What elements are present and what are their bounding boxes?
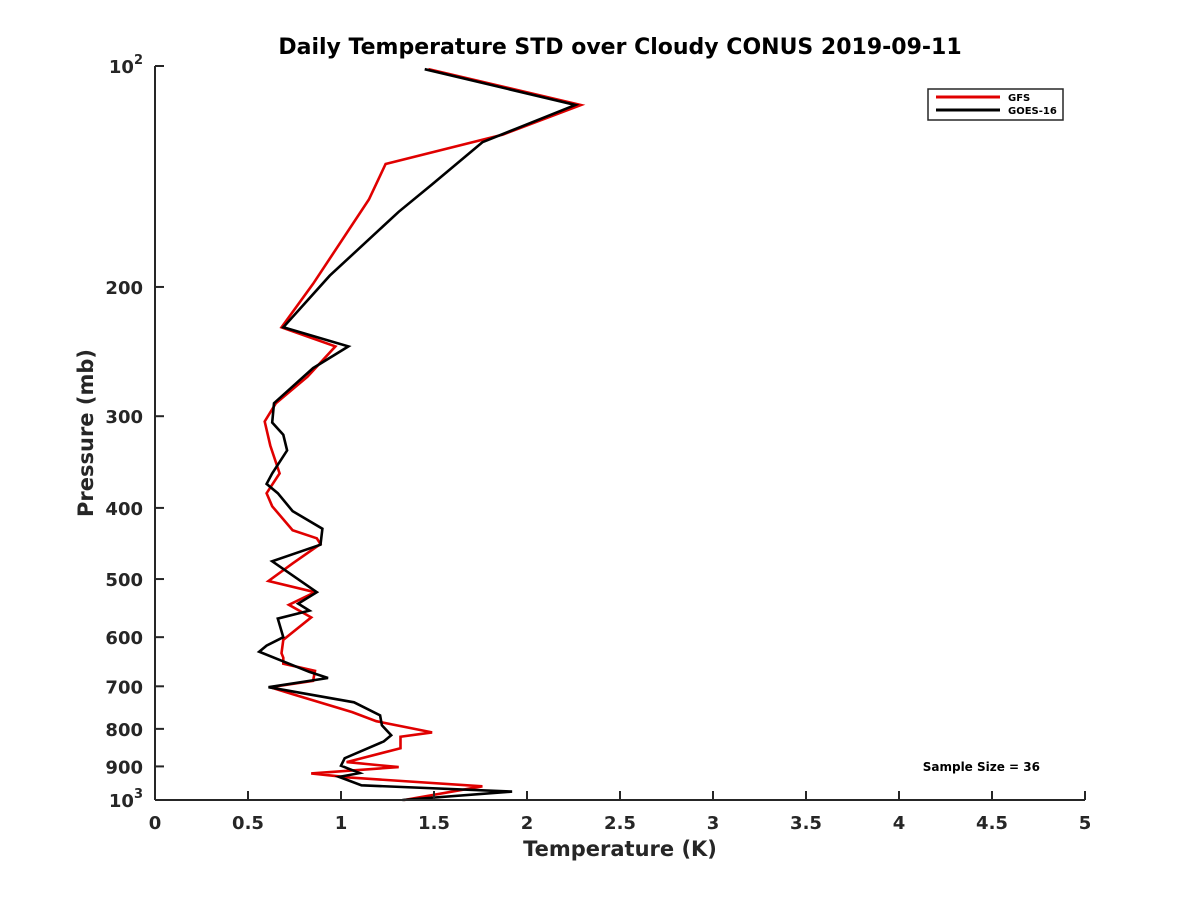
y-tick-label: 103	[109, 787, 143, 812]
y-axis-label: Pressure (mb)	[74, 349, 98, 517]
y-tick-exponent: 2	[134, 53, 143, 68]
x-tick-label: 5	[1079, 813, 1092, 834]
y-tick-base: 900	[105, 757, 143, 778]
y-tick-base: 600	[105, 628, 143, 649]
x-ticks: 0 0.5 1 1.5 2 2.5 3 3.5 4 4.5 5	[149, 791, 1092, 834]
legend-label-gfs: GFS	[1008, 93, 1030, 104]
x-tick-label: 2	[521, 813, 534, 834]
y-tick-label: 800	[105, 720, 143, 741]
y-tick-base: 400	[105, 499, 143, 520]
legend-label-goes16: GOES-16	[1008, 106, 1057, 117]
y-tick-label: 700	[105, 677, 143, 698]
series-line-gfs	[263, 67, 586, 802]
x-tick-label: 2.5	[604, 813, 636, 834]
series-layer	[256, 67, 586, 802]
x-tick-label: 3	[707, 813, 720, 834]
x-tick-label: 0	[149, 813, 162, 834]
y-tick-base: 10	[109, 791, 134, 812]
x-tick-label: 3.5	[790, 813, 822, 834]
x-tick-label: 1.5	[418, 813, 450, 834]
y-tick-base: 800	[105, 720, 143, 741]
y-tick-base: 10	[109, 57, 134, 78]
x-tick-label: 0.5	[232, 813, 264, 834]
y-tick-label: 500	[105, 570, 143, 591]
legend: GFS GOES-16	[927, 88, 1064, 121]
y-tick-label: 400	[105, 499, 143, 520]
sample-size-annotation: Sample Size = 36	[923, 760, 1040, 774]
legend-box	[927, 88, 1064, 121]
series-line-goes16	[256, 67, 580, 802]
y-tick-label: 102	[109, 53, 143, 78]
y-tick-exponent: 3	[134, 787, 143, 802]
y-tick-base: 700	[105, 677, 143, 698]
x-axis-label: Temperature (K)	[523, 837, 717, 861]
plot-area: 0 0.5 1 1.5 2 2.5 3 3.5 4 4.5 5 102200300400500600…	[105, 53, 1091, 834]
y-tick-label: 200	[105, 278, 143, 299]
y-tick-base: 300	[105, 407, 143, 428]
x-tick-label: 4	[893, 813, 906, 834]
y-tick-base: 200	[105, 278, 143, 299]
x-tick-label: 1	[335, 813, 348, 834]
y-tick-label: 900	[105, 757, 143, 778]
x-tick-label: 4.5	[976, 813, 1008, 834]
chart-title: Daily Temperature STD over Cloudy CONUS …	[278, 35, 961, 60]
y-tick-base: 500	[105, 570, 143, 591]
y-tick-label: 300	[105, 407, 143, 428]
y-tick-label: 600	[105, 628, 143, 649]
